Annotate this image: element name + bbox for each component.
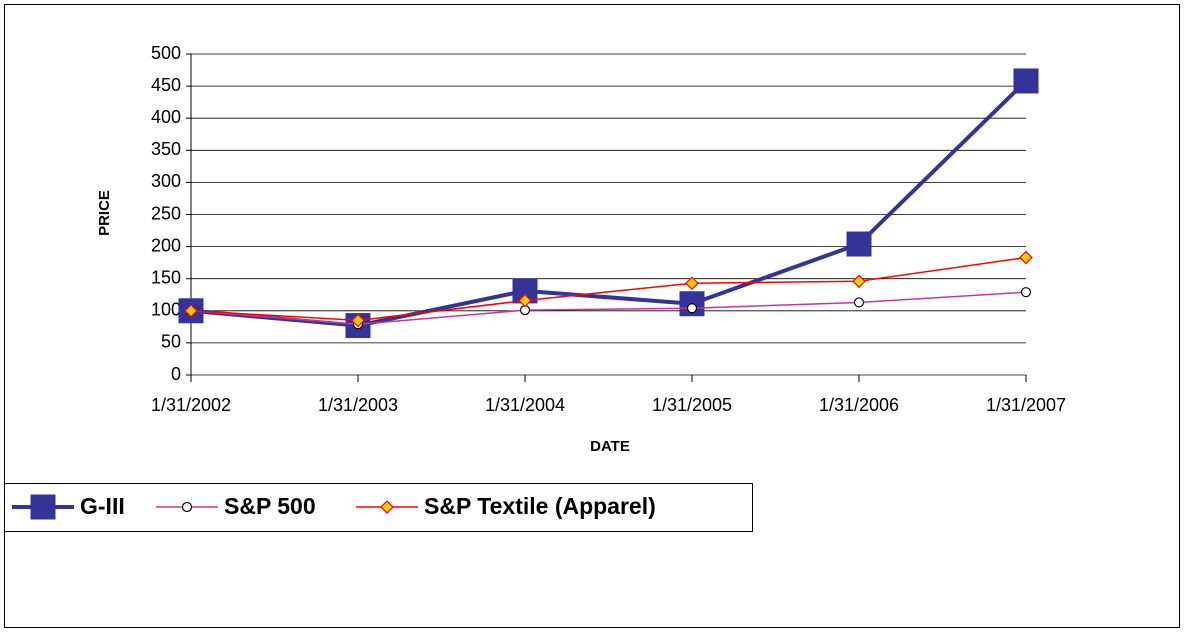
series-line <box>190 256 1027 322</box>
y-tick-label: 300 <box>151 171 181 191</box>
y-tick-label: 250 <box>151 203 181 223</box>
marker <box>30 494 56 520</box>
y-tick-label: 400 <box>151 107 181 127</box>
marker <box>1013 68 1039 94</box>
y-axis-title: PRICE <box>96 190 113 236</box>
x-tick-label: 1/31/2006 <box>819 395 899 415</box>
x-tick-label: 1/31/2005 <box>652 395 732 415</box>
y-tick-label: 350 <box>151 139 181 159</box>
marker <box>686 303 698 314</box>
marker <box>380 500 394 514</box>
marker <box>846 231 872 257</box>
marker <box>181 501 193 513</box>
marker <box>1019 250 1033 265</box>
marker <box>184 303 198 318</box>
y-tick-label: 0 <box>171 364 181 384</box>
x-tick-label: 1/31/2003 <box>318 395 398 415</box>
legend-label: G-III <box>80 493 125 519</box>
y-tick-label: 50 <box>161 332 181 352</box>
x-axis-title: DATE <box>590 438 630 455</box>
legend-label: S&P Textile (Apparel) <box>424 493 656 519</box>
y-tick-label: 450 <box>151 75 181 95</box>
series-line <box>190 291 1027 326</box>
y-tick-label: 150 <box>151 267 181 287</box>
y-tick-label: 500 <box>151 43 181 63</box>
y-tick-label: 100 <box>151 300 181 320</box>
marker <box>852 274 866 289</box>
legend-label: S&P 500 <box>224 493 316 519</box>
x-tick-label: 1/31/2004 <box>485 395 565 415</box>
marker <box>853 297 865 308</box>
marker <box>351 313 365 328</box>
x-tick-label: 1/31/2007 <box>986 395 1066 415</box>
marker <box>518 293 532 308</box>
marker <box>1020 287 1032 298</box>
x-tick-label: 1/31/2002 <box>151 395 231 415</box>
marker <box>685 276 699 291</box>
series-line <box>190 79 1028 328</box>
y-tick-label: 200 <box>151 235 181 255</box>
